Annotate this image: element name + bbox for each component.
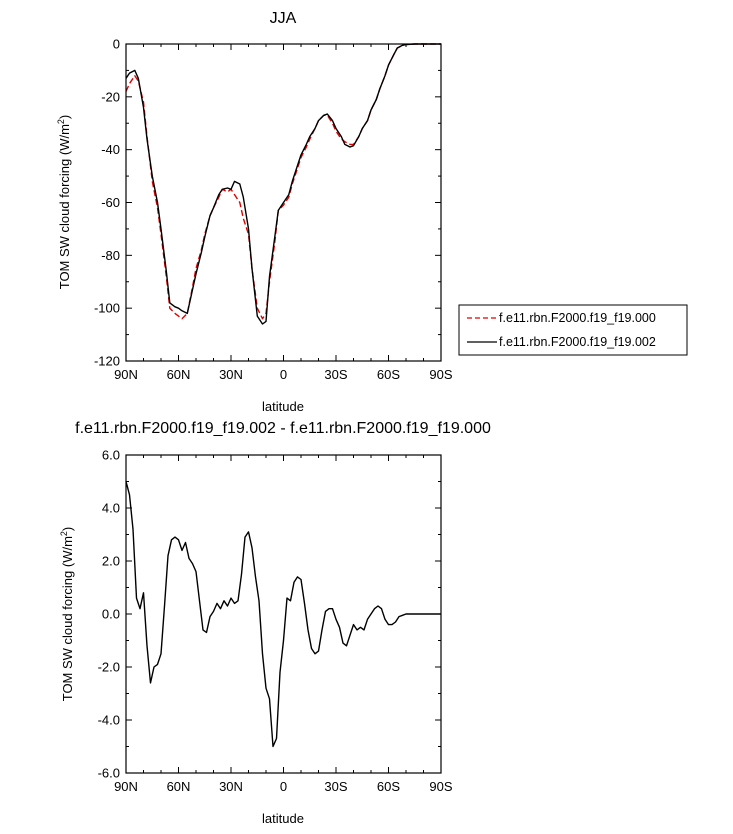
- x-tick-label: 30S: [324, 367, 347, 382]
- x-tick-label: 0: [280, 367, 287, 382]
- legend-label-series-1: f.e11.rbn.F2000.f19_f19.002: [499, 335, 656, 349]
- top-y-axis-label: TOM SW cloud forcing (W/m2): [56, 115, 72, 290]
- x-tick-label: 90S: [429, 779, 452, 794]
- bottom-x-axis-label: latitude: [262, 811, 304, 826]
- y-tick-label: 6.0: [102, 448, 120, 463]
- x-tick-label: 30N: [219, 779, 243, 794]
- x-tick-label: 90S: [429, 367, 452, 382]
- bottom-chart-title: f.e11.rbn.F2000.f19_f19.002 - f.e11.rbn.…: [75, 420, 491, 437]
- top-chart-title: JJA: [270, 10, 297, 27]
- legend-box: [458, 304, 688, 356]
- y-tick-label: -2.0: [98, 660, 120, 675]
- x-tick-label: 60S: [377, 779, 400, 794]
- top-ticks: 90N 60N 30N 0 30S 60S 90S 0 -20 -40 -60 -80 -100 -120: [94, 37, 453, 383]
- top-legend: f.e11.rbn.F2000.f19_f19.000 f.e11.rbn.F2…: [458, 304, 688, 356]
- x-tick-label: 60N: [167, 779, 191, 794]
- bottom-ticks: 90N 60N 30N 0 30S 60S 90S 6.0 4.0 2.0 0.0 -2.0 -4.0 -…: [98, 448, 453, 795]
- x-tick-label: 30S: [324, 779, 347, 794]
- y-tick-label: -120: [94, 354, 120, 369]
- top-plot-area: [125, 43, 441, 325]
- x-tick-label: 90N: [114, 779, 138, 794]
- bottom-axes-frame: [125, 454, 442, 774]
- y-tick-label: 2.0: [102, 554, 120, 569]
- x-tick-label: 30N: [219, 367, 243, 382]
- x-tick-label: 90N: [114, 367, 138, 382]
- series-line-1: [125, 43, 441, 325]
- y-tick-label: 4.0: [102, 501, 120, 516]
- y-tick-label: 0: [113, 37, 120, 52]
- y-tick-label: -80: [101, 248, 120, 263]
- series-line-0: [125, 43, 441, 320]
- y-tick-label: -100: [94, 301, 120, 316]
- x-tick-label: 60N: [167, 367, 191, 382]
- y-tick-label: -40: [101, 142, 120, 157]
- y-tick-label: 0.0: [102, 607, 120, 622]
- x-tick-label: 60S: [377, 367, 400, 382]
- legend-label-series-0: f.e11.rbn.F2000.f19_f19.000: [499, 311, 656, 325]
- x-tick-label: 0: [280, 779, 287, 794]
- y-tick-label: -6.0: [98, 766, 120, 781]
- top-x-axis-label: latitude: [262, 399, 304, 414]
- series-line-0: [125, 481, 441, 748]
- y-tick-label: -20: [101, 89, 120, 104]
- y-tick-label: -60: [101, 195, 120, 210]
- top-panel: JJA 90N 60N 30N 0 30S 60S 90S 0 -20 -40 -60 -80 -100…: [56, 10, 688, 414]
- bottom-panel: f.e11.rbn.F2000.f19_f19.002 - f.e11.rbn.…: [59, 420, 491, 826]
- y-tick-label: -4.0: [98, 713, 120, 728]
- bottom-plot-area: [125, 481, 441, 748]
- bottom-y-axis-label: TOM SW cloud forcing (W/m2): [59, 527, 75, 702]
